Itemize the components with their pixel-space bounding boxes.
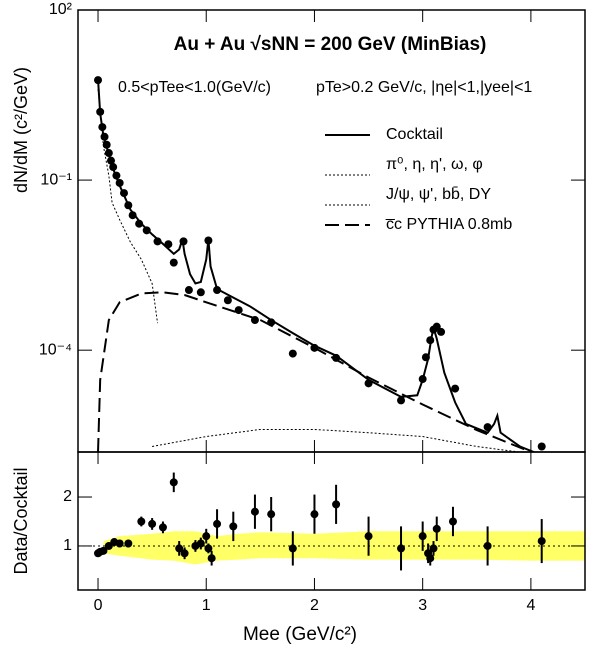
data-point <box>115 178 124 187</box>
y-axis-label: Data/Cocktail <box>11 467 31 574</box>
legend-label: J/ψ, ψ', bb̄, DY <box>386 186 491 203</box>
data-point <box>397 544 406 553</box>
x-tick-label: 0 <box>94 597 103 614</box>
data-point <box>142 226 151 235</box>
data-point <box>537 537 546 546</box>
data-point <box>135 219 144 228</box>
data-point <box>267 318 276 327</box>
data-point <box>169 478 178 487</box>
data-point <box>397 396 406 405</box>
data-point <box>175 544 184 553</box>
data-point <box>426 336 435 345</box>
legend-label: c̅c PYTHIA 0.8mb <box>385 216 512 233</box>
data-point <box>364 379 373 388</box>
data-point <box>137 517 146 526</box>
data-point <box>109 163 118 172</box>
data-point <box>202 532 211 541</box>
data-point <box>98 123 107 132</box>
frame <box>77 451 586 591</box>
legend-label: π⁰, η, η', ω, φ <box>386 156 483 173</box>
data-point <box>364 532 373 541</box>
y-tick-label: 2 <box>63 488 72 505</box>
data-point <box>204 236 213 245</box>
data-point <box>448 517 457 526</box>
data-point <box>179 237 188 246</box>
data-point <box>158 523 167 532</box>
data-point <box>164 240 173 249</box>
data-point <box>332 353 341 362</box>
data-point <box>112 171 121 180</box>
data-point <box>153 237 162 246</box>
data-point <box>119 189 128 198</box>
annotation: 0.5<pTee<1.0(GeV/c) <box>118 79 271 96</box>
data-point <box>451 384 460 393</box>
y-tick-label: 1 <box>63 537 72 554</box>
data-point <box>148 519 157 528</box>
data-point <box>250 507 259 516</box>
data-point <box>196 539 205 548</box>
data-point <box>213 286 222 295</box>
y-tick-label: 10⁻⁴ <box>39 341 72 358</box>
data-point <box>537 442 546 451</box>
data-point <box>483 423 492 432</box>
data-point <box>421 353 430 362</box>
annotation: pTe>0.2 GeV/c, |ηe|<1,|yee|<1 <box>316 79 532 96</box>
data-point <box>128 211 137 220</box>
data-point <box>250 316 259 325</box>
data-point <box>94 76 103 85</box>
legend-label: Cocktail <box>386 126 443 143</box>
data-point <box>207 554 216 563</box>
data-point <box>437 327 446 336</box>
data-point <box>184 286 193 295</box>
chart-title: Au + Au √sNN = 200 GeV (MinBias) <box>174 34 487 55</box>
data-point <box>432 524 441 533</box>
x-axis-label: Mee (GeV/c²) <box>243 624 357 645</box>
data-point <box>124 201 133 210</box>
data-point <box>418 375 427 384</box>
curve <box>97 291 532 452</box>
data-point <box>102 140 111 149</box>
data-point <box>288 544 297 553</box>
data-point <box>332 500 341 509</box>
x-tick-label: 2 <box>310 597 319 614</box>
x-tick-label: 1 <box>202 597 211 614</box>
data-point <box>418 532 427 541</box>
data-point <box>196 288 205 297</box>
data-point <box>223 296 232 305</box>
plot-area <box>94 76 546 452</box>
data-point <box>429 544 438 553</box>
data-point <box>100 132 109 141</box>
data-point <box>96 107 105 116</box>
y-axis-label: dN/dM (c²/GeV) <box>11 67 31 193</box>
data-point <box>213 519 222 528</box>
data-point <box>234 306 243 315</box>
data-point <box>267 510 276 519</box>
curve <box>97 89 159 324</box>
y-tick-label: 10⁻¹ <box>40 171 72 188</box>
data-point <box>288 349 297 358</box>
data-point <box>432 322 441 331</box>
curve <box>152 428 523 452</box>
data-point <box>169 258 178 267</box>
plot-area <box>78 472 585 571</box>
x-tick-label: 4 <box>526 597 535 614</box>
data-point <box>426 554 435 563</box>
data-point <box>107 156 116 165</box>
y-tick-label: 10² <box>49 1 73 18</box>
data-point <box>180 549 189 558</box>
data-point <box>229 522 238 531</box>
data-point <box>310 343 319 352</box>
uncertainty-band <box>103 531 585 565</box>
data-point <box>115 539 124 548</box>
data-point <box>204 544 213 553</box>
data-point <box>310 510 319 519</box>
x-tick-label: 3 <box>418 597 427 614</box>
data-point <box>99 546 108 555</box>
data-point <box>483 541 492 550</box>
data-point <box>104 149 113 158</box>
curve <box>97 79 537 452</box>
data-point <box>124 539 133 548</box>
